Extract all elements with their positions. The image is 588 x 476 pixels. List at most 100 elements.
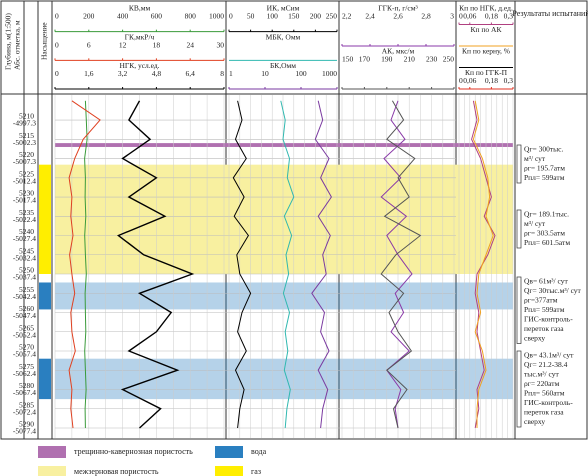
scale-label: 2,6 bbox=[393, 12, 403, 21]
abs-mark: -5067.4 bbox=[13, 388, 36, 397]
scale-label: 250 bbox=[326, 12, 338, 21]
scale-label: 200 bbox=[83, 12, 95, 21]
saturation-title: Насыщение bbox=[40, 22, 49, 60]
depth-label: 5240 bbox=[19, 227, 34, 236]
scale-label: 30 bbox=[217, 40, 225, 49]
abs-mark: -4997.3 bbox=[13, 119, 36, 128]
scale-label: 200 bbox=[310, 12, 322, 21]
result-bracket bbox=[516, 276, 522, 344]
interval bbox=[39, 164, 51, 275]
legend-label: вода bbox=[251, 447, 267, 456]
abs-mark: -5042.4 bbox=[13, 292, 36, 301]
abs-mark: -5057.4 bbox=[13, 350, 36, 359]
result-line: м³/ сут bbox=[524, 219, 546, 228]
scale-label: 0,18 bbox=[485, 12, 498, 21]
abs-mark: -5037.4 bbox=[13, 273, 36, 282]
depth-label: 5210 bbox=[19, 112, 34, 121]
scale-label: 100 bbox=[267, 12, 279, 21]
depth-label: 5235 bbox=[19, 208, 34, 217]
scale-label: 10 bbox=[261, 69, 269, 78]
scale-label: 400 bbox=[117, 12, 129, 21]
scale-label: 6,4 bbox=[186, 69, 196, 78]
curve-name: ГК,мкР/ч bbox=[125, 32, 155, 41]
scale-label: 0,3 bbox=[504, 12, 514, 21]
scale-label: 150 bbox=[342, 55, 354, 64]
result-line: сверху bbox=[524, 417, 545, 426]
scale-label: 800 bbox=[185, 12, 197, 21]
legend-swatch bbox=[215, 466, 243, 476]
result-line: м³/ сут bbox=[524, 154, 546, 163]
abs-mark: -5077.4 bbox=[13, 427, 36, 436]
abs-mark: -5032.4 bbox=[13, 253, 36, 262]
result-line: ρг=377атм bbox=[524, 296, 558, 305]
curve-name: ГГК-п, г/см³ bbox=[378, 4, 418, 13]
scale-label: 12 bbox=[119, 40, 127, 49]
curve-name: Кп по АК bbox=[471, 25, 503, 34]
abs-mark: -5017.4 bbox=[13, 196, 36, 205]
scale-label: 50 bbox=[247, 12, 255, 21]
curve bbox=[472, 100, 494, 428]
result-line: Рпл= 601.5атм bbox=[524, 238, 570, 247]
scale-label: 0 bbox=[55, 40, 59, 49]
interval bbox=[39, 282, 51, 310]
abs-mark: -5047.4 bbox=[13, 311, 36, 320]
result-line: Qв= 43.1м³/ сут bbox=[524, 351, 574, 360]
curve-name: ИК, мСим bbox=[267, 4, 300, 13]
result-line: ρг= 220атм bbox=[524, 379, 560, 388]
scale-label: 2,8 bbox=[421, 12, 431, 21]
scale-label: 250 bbox=[443, 55, 455, 64]
abs-mark: -5072.4 bbox=[13, 407, 36, 416]
scale-label: 170 bbox=[359, 55, 371, 64]
curve-name: МБК, Омм bbox=[266, 32, 301, 41]
legend-label: межзерновая пористость bbox=[74, 467, 159, 476]
scale-label: 230 bbox=[426, 55, 438, 64]
curve-name: БК,Омм bbox=[270, 61, 296, 70]
depth-label: 5275 bbox=[19, 362, 34, 371]
curve-name: НГК, усл.ед. bbox=[119, 61, 159, 70]
result-line: сверху bbox=[524, 334, 545, 343]
depth-label: 5280 bbox=[19, 381, 34, 390]
curve bbox=[380, 100, 413, 429]
abs-mark: -5027.4 bbox=[13, 234, 36, 243]
depth-label: 5265 bbox=[19, 323, 34, 332]
curve-name: АК, мкс/м bbox=[382, 47, 415, 56]
result-bracket bbox=[516, 144, 522, 184]
scale-label: 210 bbox=[404, 55, 416, 64]
scale-label: 2,4 bbox=[365, 12, 375, 21]
scale-label: 1 bbox=[229, 69, 233, 78]
frame bbox=[0, 0, 588, 440]
legend-swatch bbox=[38, 446, 66, 458]
scale-label: 3,2 bbox=[118, 69, 128, 78]
depth-label: 5290 bbox=[19, 420, 34, 429]
result-line: Qв= 61м³/ сут bbox=[524, 277, 568, 286]
depth-label: 5260 bbox=[19, 304, 34, 313]
result-line: ρг= 303.5атм bbox=[524, 229, 565, 238]
scale-label: 4,8 bbox=[152, 69, 162, 78]
curve bbox=[280, 100, 295, 429]
scale-label: 0,06 bbox=[463, 76, 476, 85]
abs-mark: -5007.3 bbox=[13, 157, 36, 166]
depth-label: 5255 bbox=[19, 285, 34, 294]
scale-label: 0,3 bbox=[504, 76, 514, 85]
scale-label: 0 bbox=[459, 76, 463, 85]
curve-name: Кп по керну, % bbox=[462, 47, 510, 56]
curve-name: КВ,мм bbox=[129, 4, 151, 13]
scale-label: 3 bbox=[450, 12, 454, 21]
scale-label: 190 bbox=[381, 55, 393, 64]
abs-mark: -5012.4 bbox=[13, 176, 36, 185]
result-line: Рпл= 560атм bbox=[524, 389, 565, 398]
result-line: переток газа bbox=[524, 324, 564, 333]
result-line: Рпл= 599атм bbox=[524, 305, 565, 314]
column-lines bbox=[23, 1, 516, 439]
depth-label: 5230 bbox=[19, 189, 34, 198]
depth-label: 5285 bbox=[19, 400, 34, 409]
scale-label: 2,2 bbox=[342, 12, 352, 21]
result-line: Qг= 189.1тыс. bbox=[524, 210, 569, 219]
interval bbox=[39, 358, 51, 400]
curve bbox=[117, 100, 195, 429]
legend-label: трещинно-кавернозная пористость bbox=[74, 447, 193, 456]
abs-mark: -5002.3 bbox=[13, 138, 36, 147]
abs-mark: -5022.4 bbox=[13, 215, 36, 224]
scale-label: 1,6 bbox=[84, 69, 94, 78]
